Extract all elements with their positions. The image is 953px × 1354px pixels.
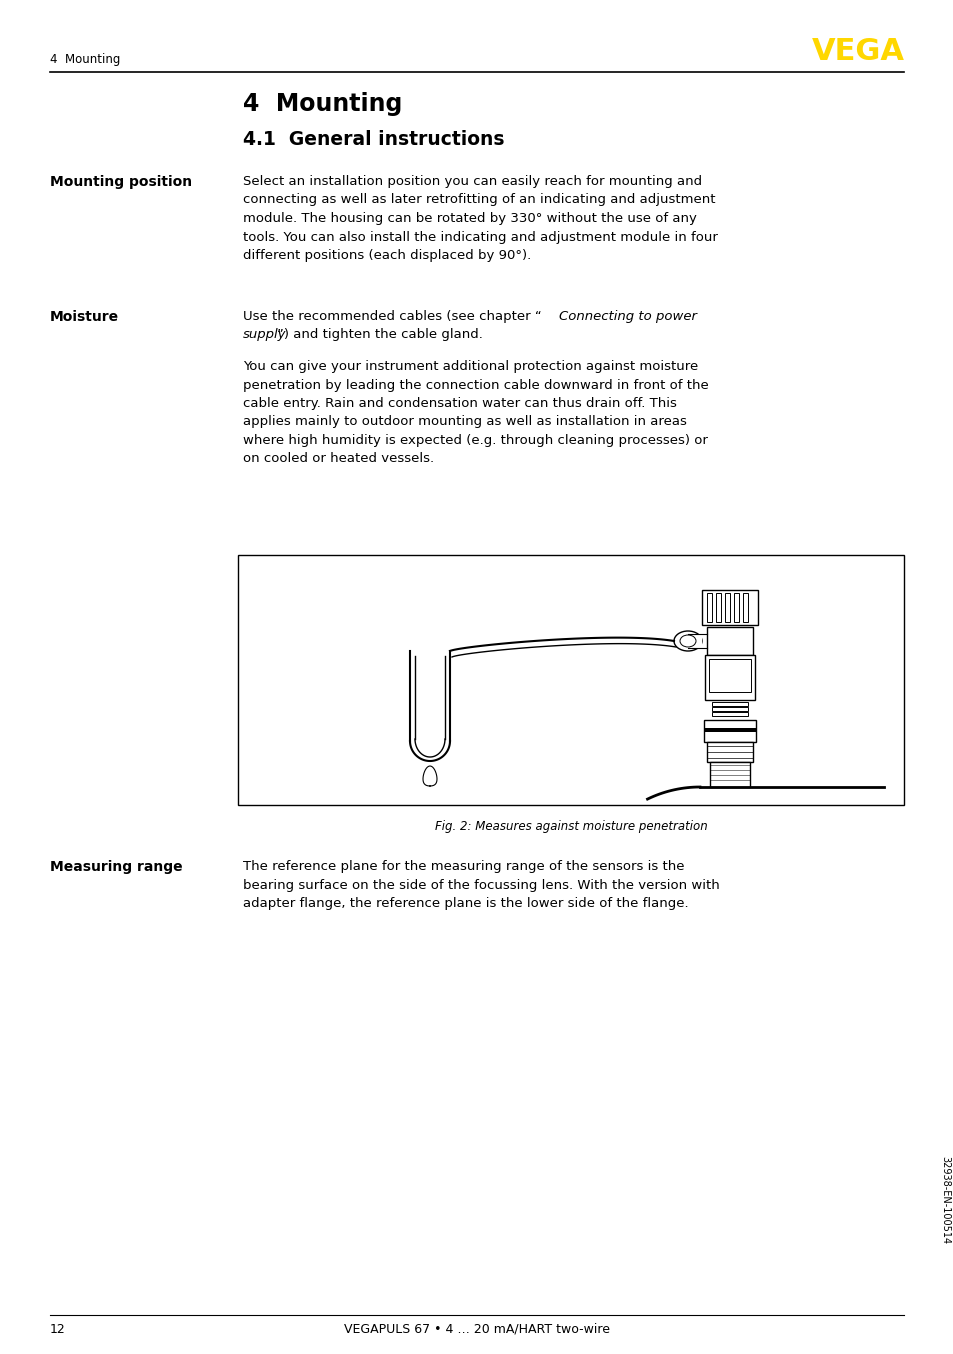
Text: 4.1  General instructions: 4.1 General instructions xyxy=(243,130,504,149)
Text: 32938-EN-100514: 32938-EN-100514 xyxy=(939,1156,949,1244)
Ellipse shape xyxy=(673,631,701,651)
Bar xyxy=(711,701,747,705)
Text: Moisture: Moisture xyxy=(50,310,118,324)
Bar xyxy=(703,720,755,742)
Ellipse shape xyxy=(679,635,696,647)
Bar xyxy=(706,742,752,762)
Bar xyxy=(706,627,752,655)
Bar xyxy=(703,728,755,733)
Bar xyxy=(238,555,903,806)
Text: The reference plane for the measuring range of the sensors is the
bearing surfac: The reference plane for the measuring ra… xyxy=(243,860,720,910)
Text: Fig. 2: Measures against moisture penetration: Fig. 2: Measures against moisture penetr… xyxy=(435,821,707,833)
Text: Use the recommended cables (see chapter “: Use the recommended cables (see chapter … xyxy=(243,310,541,324)
Text: VEGAPULS 67 • 4 … 20 mA/HART two-wire: VEGAPULS 67 • 4 … 20 mA/HART two-wire xyxy=(344,1323,609,1336)
Bar xyxy=(706,593,711,621)
Text: Measuring range: Measuring range xyxy=(50,860,182,873)
Bar xyxy=(701,590,758,626)
Bar xyxy=(711,707,747,711)
Text: 12: 12 xyxy=(50,1323,66,1336)
Text: 4  Mounting: 4 Mounting xyxy=(243,92,402,116)
Text: ”) and tighten the cable gland.: ”) and tighten the cable gland. xyxy=(277,328,482,341)
Bar xyxy=(687,634,701,649)
Bar xyxy=(742,593,747,621)
Text: 4  Mounting: 4 Mounting xyxy=(50,53,120,66)
Text: supply: supply xyxy=(243,328,287,341)
Bar xyxy=(709,762,749,787)
Bar xyxy=(733,593,739,621)
Bar xyxy=(724,593,729,621)
Text: You can give your instrument additional protection against moisture
penetration : You can give your instrument additional … xyxy=(243,360,708,466)
Text: Mounting position: Mounting position xyxy=(50,175,192,190)
Text: VEGA: VEGA xyxy=(811,37,903,66)
Bar xyxy=(716,593,720,621)
Bar xyxy=(708,659,750,692)
Bar xyxy=(704,655,754,700)
Bar xyxy=(711,712,747,716)
Text: Connecting to power: Connecting to power xyxy=(558,310,697,324)
Text: Select an installation position you can easily reach for mounting and
connecting: Select an installation position you can … xyxy=(243,175,718,263)
